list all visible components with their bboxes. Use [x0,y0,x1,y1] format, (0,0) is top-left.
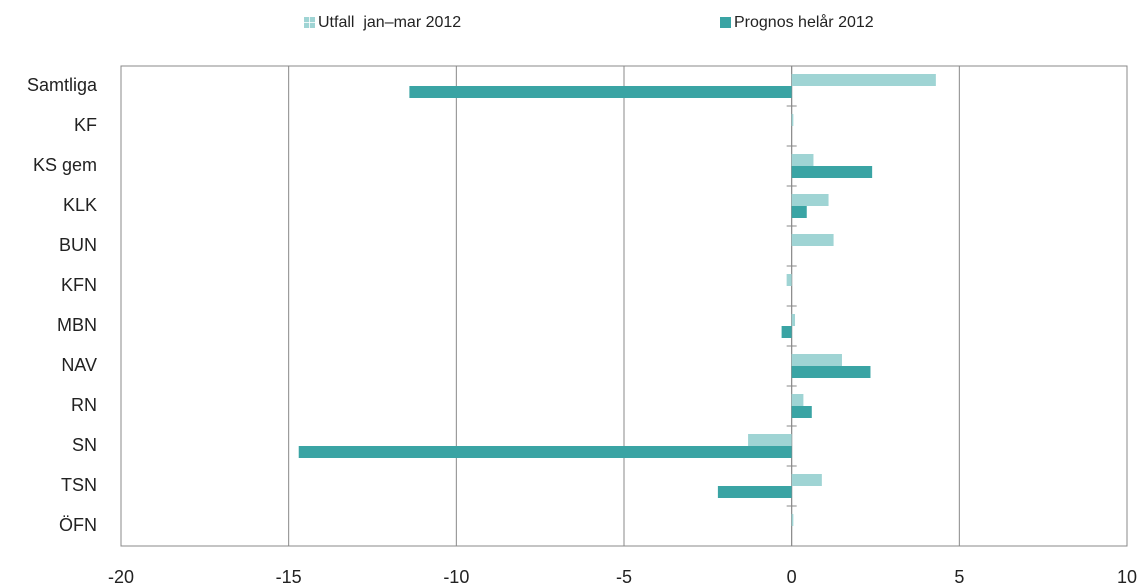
legend-swatch [720,17,731,28]
bar [791,234,834,246]
legend-label: Prognos helår 2012 [734,13,874,31]
y-tick-label: NAV [61,355,97,375]
y-tick-label: MBN [57,315,97,335]
bar [298,446,792,458]
bar [791,406,812,418]
bar [717,486,792,498]
x-tick-label: -5 [616,567,632,586]
bar [791,314,796,326]
x-tick-label: 0 [787,567,797,586]
x-tick-label: -20 [108,567,134,586]
y-tick-label: RN [71,395,97,415]
y-tick-label: KFN [61,275,97,295]
legend-label: Utfall jan–mar 2012 [318,14,461,31]
bar [791,194,829,206]
y-tick-label: BUN [59,235,97,255]
bar [791,166,873,178]
y-tick-label: ÖFN [59,515,97,535]
bar [791,206,807,218]
bar [791,354,842,366]
x-tick-label: 10 [1117,567,1137,586]
y-tick-label: KF [74,115,97,135]
y-tick-label: SN [72,435,97,455]
bar [786,274,792,286]
bar [791,366,871,378]
bar [791,154,814,166]
x-tick-label: 5 [954,567,964,586]
y-tick-label: Samtliga [27,75,98,95]
bar [781,326,792,338]
bar [791,114,794,126]
y-tick-label: KS gem [33,155,97,175]
y-tick-label: KLK [63,195,97,215]
x-tick-label: -15 [276,567,302,586]
y-tick-label: TSN [61,475,97,495]
bar [748,434,792,446]
x-tick-label: -10 [443,567,469,586]
bar [791,514,794,526]
bar [791,394,804,406]
bar [791,474,822,486]
bar [791,74,936,86]
bar [409,86,792,98]
